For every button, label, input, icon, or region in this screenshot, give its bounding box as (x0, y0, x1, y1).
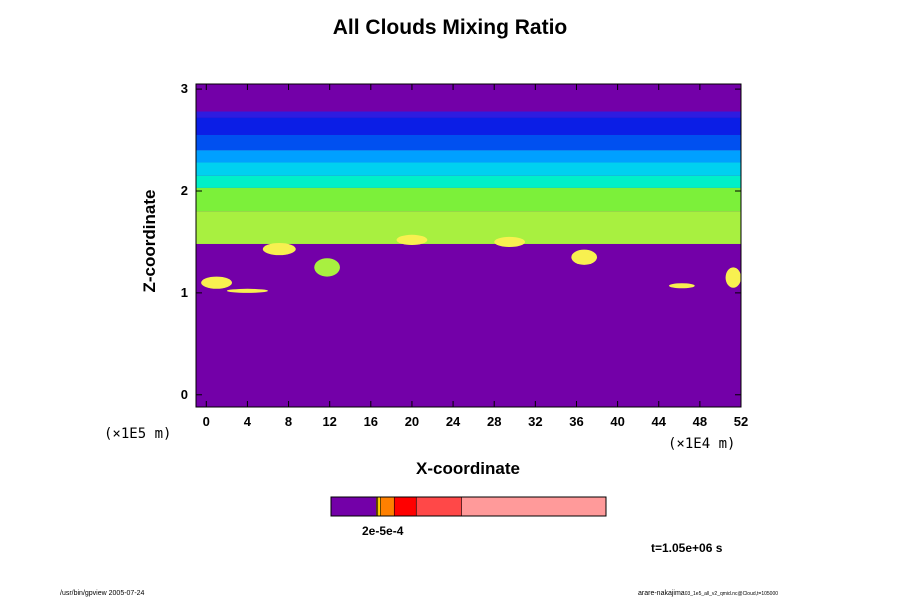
footer-command: /usr/bin/gpview 2005-07-24 (60, 590, 145, 597)
cloud-band-7 (196, 211, 741, 244)
x-tick-label-4: 16 (363, 414, 379, 429)
cloud-blob-1 (262, 242, 296, 256)
y-tick-label-3: 3 (180, 81, 188, 97)
footer-author: arare-nakajima (638, 590, 685, 597)
colorbar-segment-0 (331, 497, 377, 516)
x-tick-label-10: 40 (610, 414, 625, 429)
time-annotation: t=1.05e+06 s (651, 541, 723, 555)
cloud-band-6 (196, 187, 741, 212)
colorbar-frame (330, 496, 607, 517)
x-axis-unit: (×1E4 m) (668, 436, 736, 452)
cloud-blob-0 (201, 276, 232, 289)
y-axis-unit: (×1E5 m) (104, 426, 172, 442)
cloud-blob-7 (725, 267, 741, 288)
cloud-blob-8 (669, 283, 695, 289)
cloud-band-5 (196, 175, 741, 188)
cloud-band-3 (196, 150, 741, 163)
footer-source: arare-nakajima03_1e5_all_v2_qmid.nc@Clou… (638, 590, 778, 597)
colorbar (330, 496, 607, 517)
x-tick-label-9: 36 (569, 414, 584, 429)
cloud-band-4 (196, 162, 741, 176)
x-tick-label-1: 4 (243, 414, 252, 429)
x-tick-label-11: 44 (651, 414, 666, 429)
cloud-band-0 (196, 111, 741, 118)
x-axis-label: X-coordinate (416, 459, 520, 478)
x-tick-label-6: 24 (445, 414, 461, 429)
x-tick-label-8: 32 (528, 414, 543, 429)
cloud-band-2 (196, 134, 741, 151)
colorbar-tick-labels: 2e-5e-4 (362, 524, 404, 538)
cloud-blob-5 (494, 236, 526, 248)
cloud-band-1 (196, 117, 741, 135)
cloud-blob-2 (314, 258, 340, 277)
x-tick-label-0: 0 (202, 414, 210, 429)
colorbar-segment-4 (394, 497, 417, 516)
x-tick-label-2: 8 (284, 414, 293, 429)
colorbar-segment-1 (376, 497, 378, 516)
colorbar-segment-3 (380, 497, 395, 516)
footer-file: 03_1e5_all_v2_qmid.nc@Cloud,t=105000 (684, 591, 779, 597)
y-tick-label-0: 0 (180, 386, 188, 402)
colorbar-segment-2 (377, 497, 381, 516)
x-tick-label-5: 20 (404, 414, 420, 429)
cloud-blob-3 (226, 288, 268, 293)
y-tick-label-1: 1 (180, 284, 188, 300)
y-tick-label-2: 2 (180, 182, 188, 198)
x-tick-label-13: 52 (733, 414, 749, 429)
cloud-blob-6 (571, 249, 598, 265)
colorbar-segment-5 (416, 497, 462, 516)
y-axis-label: Z-coordinate (140, 189, 159, 293)
colorbar-segment-6 (461, 497, 606, 516)
axis-ticks (196, 84, 742, 407)
x-tick-label-3: 12 (322, 414, 337, 429)
plot-frame (195, 83, 742, 408)
cloud-blobs (201, 234, 741, 293)
cloud-bands (196, 111, 741, 244)
cloud-blob-4 (396, 234, 428, 245)
chart-title: All Clouds Mixing Ratio (332, 16, 568, 39)
x-tick-label-7: 28 (486, 414, 502, 429)
x-tick-label-12: 48 (692, 414, 708, 429)
